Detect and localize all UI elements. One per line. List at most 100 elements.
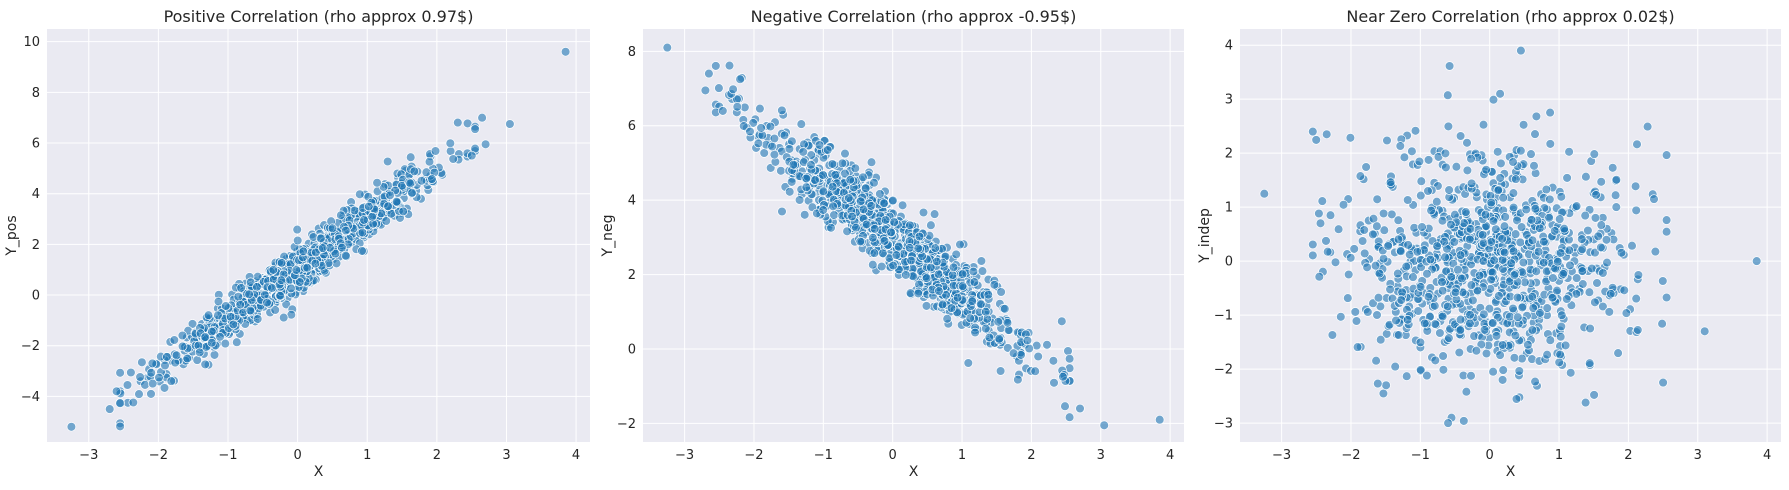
scatter-point <box>1498 365 1508 375</box>
scatter-point <box>855 196 866 207</box>
scatter-point <box>1430 355 1441 366</box>
scatter-point <box>777 105 787 116</box>
scatter-point <box>560 47 571 57</box>
y-tick-label: 4 <box>32 187 40 202</box>
scatter-point <box>1517 302 1528 313</box>
scatter-point <box>1593 231 1603 242</box>
scatter-point <box>1571 273 1582 283</box>
scatter-point <box>1410 126 1421 136</box>
x-tick-label: 3 <box>1097 448 1105 463</box>
scatter-point <box>146 368 156 378</box>
scatter-point <box>929 209 940 219</box>
scatter-point <box>292 224 302 235</box>
scatter-point <box>1526 149 1536 159</box>
scatter-point <box>855 236 866 247</box>
scatter-point <box>367 212 377 222</box>
scatter-point <box>1601 235 1612 245</box>
scatter-point <box>942 314 952 324</box>
scatter-point <box>1530 203 1541 214</box>
scatter-point <box>1259 188 1270 199</box>
scatter-point <box>799 210 810 220</box>
scatter-point <box>1589 149 1600 159</box>
scatter-point <box>814 140 825 150</box>
scatter-point <box>801 173 812 184</box>
scatter-point <box>1554 357 1564 368</box>
scatter-point <box>1602 257 1612 268</box>
scatter-point <box>1314 271 1325 282</box>
x-tick-label: 4 <box>572 448 580 463</box>
y-tick-label: −2 <box>21 339 40 354</box>
scatter-point <box>327 223 338 234</box>
scatter-point <box>262 297 272 308</box>
scatter-point <box>1382 135 1392 146</box>
scatter-point <box>1384 320 1395 330</box>
scatter-point <box>1440 252 1450 262</box>
scatter-point <box>291 265 302 275</box>
scatter-point <box>317 243 328 253</box>
scatter-point <box>1322 246 1333 257</box>
scatter-point <box>1589 390 1599 400</box>
scatter-point <box>996 287 1006 297</box>
scatter-point <box>1426 205 1436 216</box>
scatter-point <box>869 224 880 234</box>
scatter-point <box>1633 325 1643 335</box>
scatter-point <box>1415 282 1426 292</box>
scatter-point <box>1478 238 1489 248</box>
scatter-point <box>187 319 198 329</box>
scatter-point <box>1338 200 1349 210</box>
scatter-point <box>1441 162 1451 173</box>
scatter-point <box>336 210 346 221</box>
scatter-point <box>1751 256 1762 266</box>
scatter-point <box>276 258 287 268</box>
scatter-point <box>1596 242 1606 253</box>
scatter-point <box>1401 371 1412 381</box>
scatter-point <box>162 352 172 362</box>
scatter-point <box>1393 268 1403 279</box>
scatter-point <box>1435 328 1445 338</box>
scatter-point <box>1443 418 1453 428</box>
scatter-point <box>866 157 877 167</box>
scatter-point <box>1554 214 1565 224</box>
scatter-point <box>1399 152 1410 163</box>
scatter-point <box>1526 215 1537 225</box>
scatter-point <box>1516 145 1526 156</box>
scatter-point <box>981 306 991 317</box>
x-tick-label: 3 <box>1694 448 1702 463</box>
x-tick-label: 1 <box>958 448 966 463</box>
scatter-point <box>1423 292 1434 302</box>
scatter-point <box>134 389 144 399</box>
scatter-point <box>1508 157 1518 167</box>
scatter-point <box>947 270 958 280</box>
scatter-point <box>1060 401 1070 411</box>
scatter-point <box>1509 270 1520 280</box>
scatter-point <box>1444 333 1454 343</box>
scatter-point <box>1590 213 1601 223</box>
scatter-point <box>1453 264 1463 275</box>
scatter-point <box>1556 192 1567 202</box>
scatter-point <box>1308 239 1318 250</box>
scatter-point <box>976 299 986 309</box>
scatter-point <box>382 156 393 167</box>
scatter-point <box>1311 135 1321 145</box>
scatter-point <box>1495 173 1505 183</box>
scatter-point <box>1529 161 1539 171</box>
scatter-point <box>1495 350 1505 360</box>
x-axis-label: X <box>909 464 919 480</box>
scatter-point <box>391 196 402 207</box>
scatter-point <box>1408 272 1418 282</box>
scatter-point <box>1488 94 1499 105</box>
scatter-point <box>341 225 351 236</box>
scatter-point <box>295 277 305 287</box>
scatter-point <box>1557 310 1567 320</box>
scatter-point <box>724 60 735 71</box>
scatter-point <box>1371 355 1381 366</box>
y-axis-label: Y_neg <box>600 215 616 258</box>
scatter-point <box>1530 376 1540 387</box>
scatter-point <box>1466 153 1476 164</box>
x-tick-label: 1 <box>363 448 371 463</box>
scatter-point <box>1357 236 1368 246</box>
scatter-point <box>1317 196 1328 206</box>
scatter-point <box>1430 319 1440 329</box>
scatter-point <box>1577 266 1588 276</box>
scatter-point <box>777 206 787 217</box>
